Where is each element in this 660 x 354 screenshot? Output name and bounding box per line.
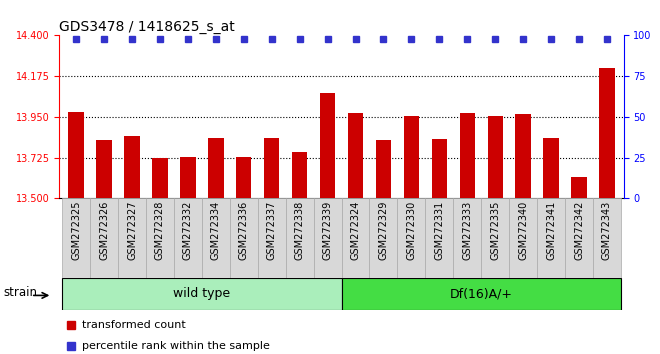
Bar: [236, 156, 251, 198]
Bar: [459, 113, 475, 198]
Text: GSM272337: GSM272337: [267, 201, 277, 260]
Bar: [370, 198, 397, 278]
Text: GSM272343: GSM272343: [602, 201, 612, 260]
Bar: [180, 156, 195, 198]
Bar: [69, 112, 84, 198]
Bar: [208, 138, 224, 198]
Bar: [62, 198, 90, 278]
Bar: [599, 68, 614, 198]
Text: GSM272324: GSM272324: [350, 201, 360, 260]
Text: GSM272330: GSM272330: [407, 201, 416, 260]
Bar: [572, 177, 587, 198]
Text: wild type: wild type: [174, 287, 230, 300]
Bar: [342, 278, 621, 310]
Bar: [509, 198, 537, 278]
Text: GSM272338: GSM272338: [294, 201, 305, 260]
Bar: [481, 198, 509, 278]
Bar: [230, 198, 258, 278]
Text: strain: strain: [3, 286, 37, 299]
Text: GDS3478 / 1418625_s_at: GDS3478 / 1418625_s_at: [59, 21, 235, 34]
Bar: [202, 198, 230, 278]
Text: GSM272341: GSM272341: [546, 201, 556, 260]
Bar: [543, 138, 559, 198]
Bar: [515, 114, 531, 198]
Text: GSM272332: GSM272332: [183, 201, 193, 260]
Bar: [565, 198, 593, 278]
Text: GSM272339: GSM272339: [323, 201, 333, 260]
Text: GSM272342: GSM272342: [574, 201, 584, 260]
Text: GSM272327: GSM272327: [127, 201, 137, 260]
Bar: [397, 198, 425, 278]
Bar: [488, 116, 503, 198]
Bar: [314, 198, 342, 278]
Bar: [124, 136, 140, 198]
Bar: [264, 138, 279, 198]
Text: GSM272325: GSM272325: [71, 201, 81, 260]
Bar: [96, 140, 112, 198]
Text: GSM272329: GSM272329: [378, 201, 389, 260]
Bar: [593, 198, 621, 278]
Bar: [404, 116, 419, 198]
Bar: [376, 140, 391, 198]
Text: percentile rank within the sample: percentile rank within the sample: [82, 341, 270, 351]
Bar: [62, 278, 342, 310]
Bar: [453, 198, 481, 278]
Text: GSM272336: GSM272336: [239, 201, 249, 260]
Bar: [320, 93, 335, 198]
Bar: [90, 198, 118, 278]
Text: GSM272328: GSM272328: [155, 201, 165, 260]
Bar: [342, 198, 370, 278]
Text: GSM272340: GSM272340: [518, 201, 528, 260]
Bar: [146, 198, 174, 278]
Text: GSM272331: GSM272331: [434, 201, 444, 260]
Bar: [286, 198, 313, 278]
Bar: [258, 198, 286, 278]
Bar: [292, 152, 308, 198]
Bar: [174, 198, 202, 278]
Text: GSM272326: GSM272326: [99, 201, 109, 260]
Text: GSM272335: GSM272335: [490, 201, 500, 260]
Bar: [432, 138, 447, 198]
Text: Df(16)A/+: Df(16)A/+: [449, 287, 513, 300]
Bar: [537, 198, 565, 278]
Text: GSM272333: GSM272333: [462, 201, 473, 260]
Text: transformed count: transformed count: [82, 320, 185, 330]
Bar: [425, 198, 453, 278]
Bar: [152, 159, 168, 198]
Text: GSM272334: GSM272334: [211, 201, 221, 260]
Bar: [348, 113, 363, 198]
Bar: [118, 198, 146, 278]
